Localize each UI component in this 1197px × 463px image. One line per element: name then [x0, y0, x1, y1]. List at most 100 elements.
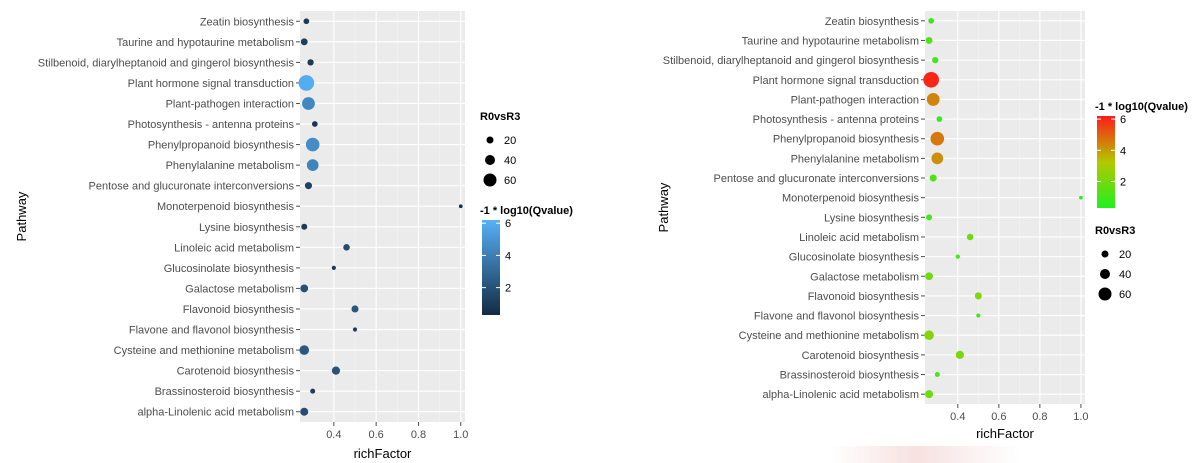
- category-label: Lysine biosynthesis: [824, 212, 919, 224]
- category-label: Phenylpropanoid biosynthesis: [773, 134, 920, 146]
- size-legend-label: 20: [504, 135, 516, 147]
- category-label: Carotenoid biosynthesis: [177, 366, 295, 378]
- data-point: [301, 223, 308, 230]
- size-legend-key: [485, 155, 495, 165]
- data-point: [310, 388, 316, 394]
- data-point: [932, 56, 939, 64]
- data-point: [924, 330, 934, 341]
- size-legend-label: 20: [1119, 249, 1131, 261]
- category-label: Taurine and hypotaurine metabolism: [117, 37, 294, 49]
- category-label: Linoleic acid metabolism: [174, 242, 294, 254]
- category-label: Cysteine and methionine metabolism: [114, 345, 294, 357]
- category-label: Plant hormone signal transduction: [128, 78, 294, 90]
- x-tick-label: 0.4: [326, 429, 341, 441]
- data-point: [458, 204, 463, 209]
- data-point: [307, 59, 314, 66]
- data-point: [300, 284, 309, 293]
- category-label: Lysine biosynthesis: [199, 222, 294, 234]
- colorbar-tick-label: 2: [1120, 176, 1126, 188]
- category-label: Pentose and glucuronate interconversions: [714, 173, 920, 185]
- data-point: [305, 137, 320, 152]
- x-tick-label: 0.6: [991, 411, 1006, 423]
- data-point: [928, 17, 935, 24]
- data-point: [966, 233, 974, 241]
- category-label: Flavone and flavonol biosynthesis: [754, 311, 920, 323]
- data-point: [300, 407, 309, 416]
- category-label: Flavonoid biosynthesis: [808, 291, 920, 303]
- data-point: [976, 313, 981, 318]
- x-tick-label: 0.4: [950, 411, 965, 423]
- category-label: Plant-pathogen interaction: [166, 98, 294, 110]
- data-point: [343, 244, 350, 251]
- category-label: Photosynthesis - antenna proteins: [753, 114, 920, 126]
- x-axis-title: richFactor: [354, 446, 412, 461]
- plot-background: [300, 11, 465, 422]
- size-legend-key: [1101, 250, 1109, 258]
- data-point: [352, 327, 358, 332]
- data-point: [955, 254, 960, 259]
- colorbar-tick-label: 6: [1120, 114, 1126, 126]
- colorbar-tick-label: 2: [505, 283, 511, 295]
- data-point: [311, 121, 318, 127]
- x-tick-label: 0.8: [1032, 411, 1047, 423]
- category-label: Monoterpenoid biosynthesis: [782, 193, 919, 205]
- colorbar-tick-label: 6: [505, 218, 511, 230]
- data-point: [925, 37, 933, 44]
- color-legend-title: -1 * log10(Qvalue): [480, 205, 573, 217]
- category-label: Pentose and glucuronate interconversions: [89, 181, 295, 193]
- data-point: [926, 93, 940, 106]
- size-legend-title: R0vsR3: [480, 111, 520, 123]
- size-legend-label: 40: [504, 155, 516, 167]
- category-label: Monoterpenoid biosynthesis: [157, 201, 294, 213]
- color-legend-title: -1 * log10(Qvalue): [1095, 101, 1188, 113]
- size-legend-label: 40: [1119, 269, 1131, 281]
- category-label: Phenylalanine metabolism: [166, 160, 294, 172]
- category-label: Glucosinolate biosynthesis: [164, 263, 295, 275]
- category-label: Stilbenoid, diarylheptanoid and gingerol…: [663, 55, 920, 67]
- chart-panel-1: 0.4 0.6 0.8 1.0 Zeatin biosynthesis Taurine a…: [14, 11, 573, 461]
- data-point: [934, 372, 940, 378]
- category-label: Photosynthesis - antenna proteins: [128, 119, 295, 131]
- category-label: Stilbenoid, diarylheptanoid and gingerol…: [38, 57, 295, 69]
- category-label: Carotenoid biosynthesis: [802, 350, 920, 362]
- x-tick-label: 1.0: [453, 429, 468, 441]
- data-point: [955, 350, 964, 359]
- x-axis-title: richFactor: [976, 426, 1034, 441]
- colorbar: [482, 220, 500, 315]
- data-point: [300, 38, 308, 46]
- size-legend-key: [486, 136, 494, 144]
- size-legend-label: 60: [504, 175, 516, 187]
- category-label: Plant hormone signal transduction: [753, 75, 919, 87]
- category-label: Phenylpropanoid biosynthesis: [148, 140, 295, 152]
- data-point: [304, 182, 313, 190]
- data-point: [974, 292, 982, 300]
- category-label: alpha-Linolenic acid metabolism: [137, 407, 294, 419]
- plot-background: [925, 11, 1085, 404]
- category-label: Zeatin biosynthesis: [200, 16, 295, 28]
- chart-panel-2: 0.4 0.6 0.8 1.0 Zeatin biosynthesis Taurine a…: [656, 11, 1188, 441]
- colorbar: [1097, 116, 1115, 208]
- category-label: Cysteine and methionine metabolism: [739, 330, 919, 342]
- category-label: Galactose metabolism: [185, 283, 294, 295]
- category-label: alpha-Linolenic acid metabolism: [762, 389, 919, 401]
- data-point: [331, 366, 341, 375]
- data-point: [331, 265, 336, 270]
- category-label: Brassinosteroid biosynthesis: [155, 386, 295, 398]
- x-tick-label: 0.6: [369, 429, 384, 441]
- data-point: [1079, 195, 1083, 200]
- data-point: [299, 345, 310, 355]
- size-legend-title: R0vsR3: [1095, 225, 1135, 237]
- colorbar-tick-label: 4: [1120, 145, 1126, 157]
- category-label: Zeatin biosynthesis: [825, 16, 920, 28]
- category-label: Brassinosteroid biosynthesis: [780, 370, 920, 382]
- x-tick-label: 0.8: [411, 429, 426, 441]
- y-axis-title: Pathway: [14, 191, 29, 241]
- data-point: [351, 305, 359, 313]
- data-point: [923, 71, 939, 88]
- category-label: Glucosinolate biosynthesis: [789, 252, 920, 264]
- category-label: Linoleic acid metabolism: [799, 232, 919, 244]
- data-point: [303, 18, 310, 25]
- data-point: [936, 116, 943, 122]
- data-point: [929, 174, 937, 182]
